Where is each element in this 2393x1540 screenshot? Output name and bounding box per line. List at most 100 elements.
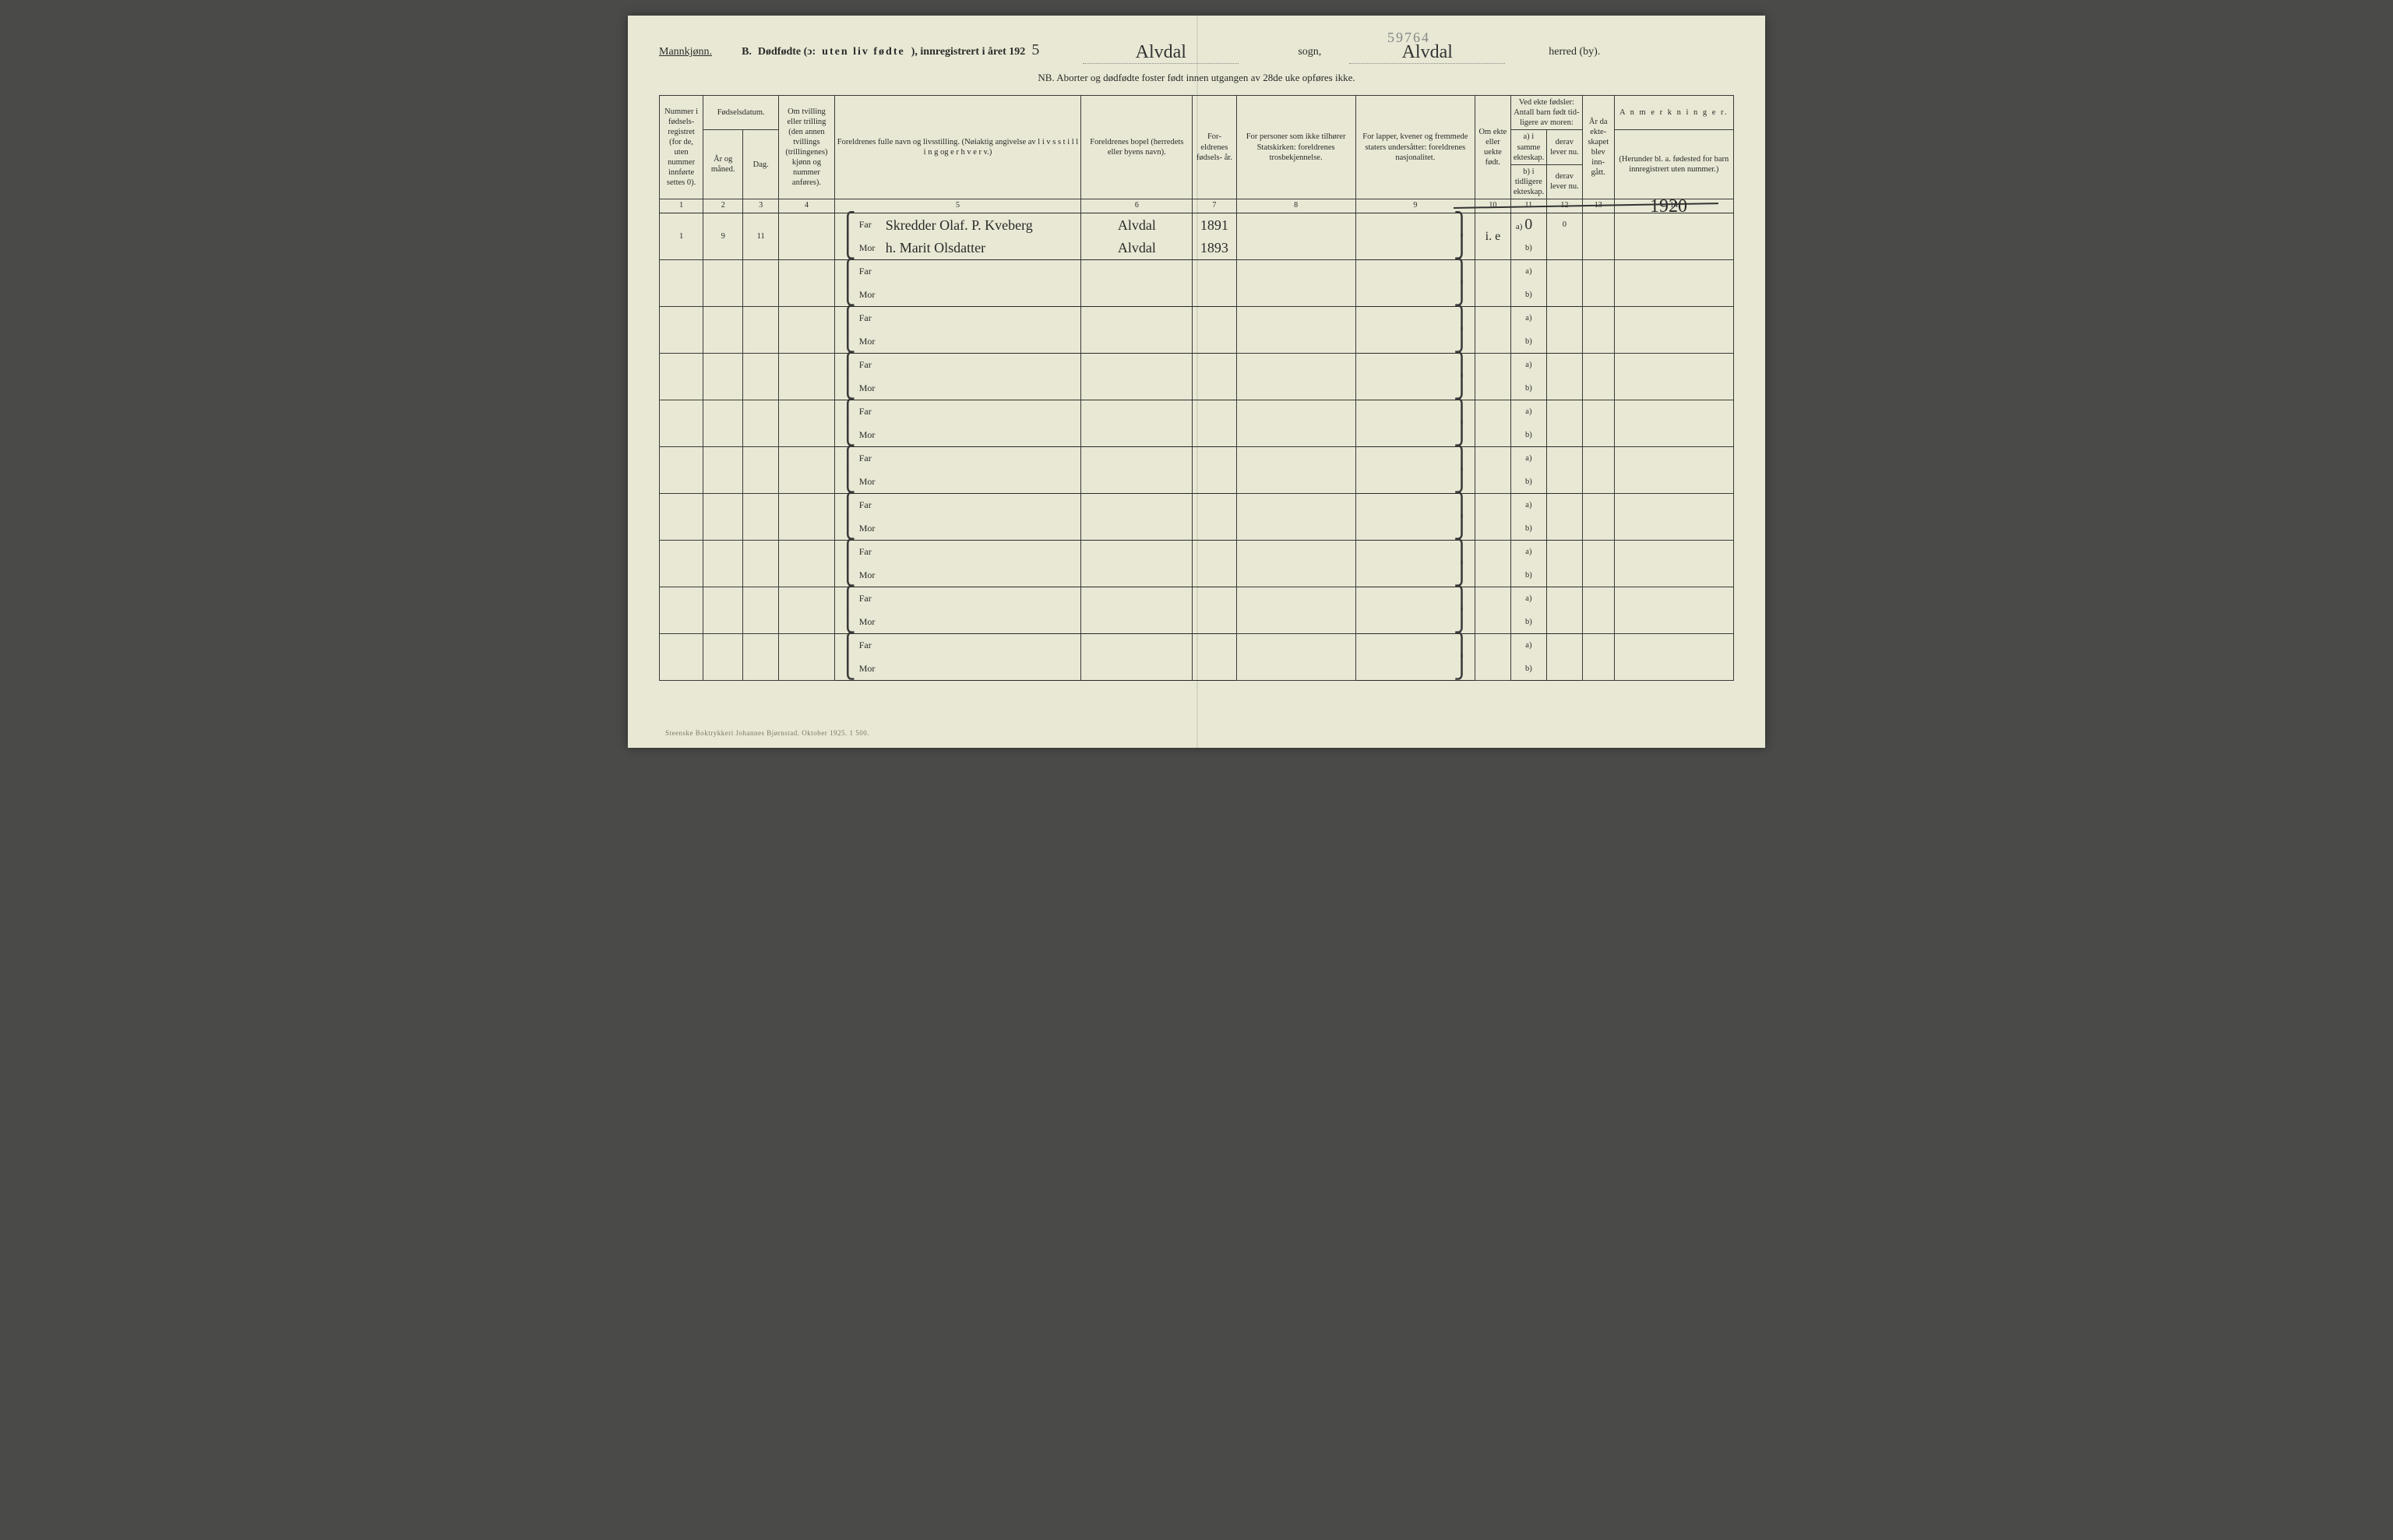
c12b-empty [1546,237,1582,260]
a-label: a) [1510,494,1546,517]
colnum: 8 [1236,199,1355,213]
mor-label: Mor [859,523,883,534]
mor-label: Mor [859,616,883,628]
entry-day: 11 [743,213,779,260]
mor-label: Mor [859,289,883,301]
colnum: 7 [1193,199,1236,213]
title-tail: ), innregistrert i året 192 [911,46,1026,58]
a-label: a) [1510,260,1546,284]
col-23-top: Fødselsdatum. [703,96,779,130]
title-spaced: uten liv fødte [822,46,905,58]
empty-far-row: ⎧Far⎫a) [660,307,1734,330]
mor-label: Mor [859,663,883,675]
a-label: a) [1510,541,1546,564]
mor-label: Mor [859,569,883,581]
colnum: 1 [660,199,703,213]
mor-label: Mor [859,429,883,441]
herred-handwritten: Alvdal [1349,42,1505,64]
b-label: b) [1510,377,1546,400]
col-6-header: Foreldrenes bopel (herredets eller byens… [1081,96,1193,199]
far-label: Far [859,453,883,464]
b-label: b) [1510,517,1546,541]
far-label: Far [859,312,883,324]
far-label: Far [859,266,883,277]
mor-place: Alvdal [1081,237,1193,260]
entry-col8 [1236,213,1355,260]
b-label: b) [1510,237,1546,260]
colnum: 2 [703,199,743,213]
ledger-page: 59764 Mannkjønn. B. Dødfødte (ɔ: uten li… [628,16,1765,748]
col-14-sub: (Herunder bl. a. fødested for barn innre… [1614,130,1733,199]
col-7-header: For- eldrenes fødsels- år. [1193,96,1236,199]
entry-year-month: 9 [703,213,743,260]
far-name: Skredder Olaf. P. Kveberg [883,217,1081,234]
empty-far-row: ⎧Far⎫a) [660,260,1734,284]
entry-col13 [1582,213,1614,260]
b-label: b) [1510,657,1546,681]
col-5-header: Foreldrenes fulle navn og livsstilling. … [834,96,1081,199]
c11a-val: 0 [1524,216,1532,233]
col-9-header: For lapper, kvener og fremmede staters u… [1355,96,1475,199]
b-label: b) [1510,284,1546,307]
colnum: 14 [1614,199,1733,213]
herred-label: herred (by). [1549,46,1600,58]
c12a-val: 0 [1546,213,1582,237]
title-main: Dødfødte (ɔ: [758,46,816,58]
gender-label: Mannkjønn. [659,46,712,58]
a-label: a) [1510,400,1546,424]
colnum: 9 [1355,199,1475,213]
colnum: 6 [1081,199,1193,213]
empty-far-row: ⎧Far⎫a) [660,587,1734,611]
col-14-top: A n m e r k n i n g e r. [1614,96,1733,130]
far-label: Far [859,640,883,651]
far-label: Far [859,593,883,604]
a-label: a) [1510,587,1546,611]
col-11-12-top: Ved ekte fødsler: Antall barn født tid- … [1510,96,1582,130]
col-11a-header: a) i samme ekteskap. [1510,130,1546,164]
col-12b-header: derav lever nu. [1546,164,1582,199]
header-line: Mannkjønn. B. Dødfødte (ɔ: uten liv født… [659,39,1734,61]
a-label: a) [1510,354,1546,377]
col-2-header: År og måned. [703,130,743,199]
empty-far-row: ⎧Far⎫a) [660,400,1734,424]
sogn-label: sogn, [1298,46,1321,58]
col-10-header: Om ekte eller uekte født. [1475,96,1510,199]
far-year: 1891 [1193,213,1236,237]
a-label: a) [1510,307,1546,330]
empty-far-row: ⎧Far⎫a) [660,541,1734,564]
entry-twin [779,213,835,260]
a-label: a) [1510,447,1546,470]
entry-number: 1 [660,213,703,260]
far-place: Alvdal [1081,213,1193,237]
empty-far-row: ⎧Far⎫a) [660,354,1734,377]
mor-label: Mor [859,336,883,347]
entry-col10: i. e [1475,213,1510,260]
col-8-header: For personer som ikke tilhører Statskirk… [1236,96,1355,199]
empty-far-row: ⎧Far⎫a) [660,634,1734,657]
col-11b-header: b) i tidligere ekteskap. [1510,164,1546,199]
section-letter: B. [742,46,752,58]
mor-year: 1893 [1193,237,1236,260]
entry-far-row: 1 9 11 ⎧ Far Skredder Olaf. P. Kveberg A… [660,213,1734,237]
b-label: b) [1510,470,1546,494]
table-body: 1 9 11 ⎧ Far Skredder Olaf. P. Kveberg A… [660,213,1734,681]
col-13-header: År da ekte- skapet blev inn- gått. [1582,96,1614,199]
sogn-handwritten: Alvdal [1083,42,1239,64]
empty-far-row: ⎧Far⎫a) [660,494,1734,517]
a-label: a) [1516,222,1523,231]
b-label: b) [1510,564,1546,587]
far-label: Far [859,359,883,371]
far-label: Far [859,546,883,558]
b-label: b) [1510,611,1546,634]
table-head: Nummer i fødsels- registret (for de, ute… [660,96,1734,213]
mor-label: Mor [859,382,883,394]
mor-name: h. Marit Olsdatter [883,239,1081,257]
col-1-header: Nummer i fødsels- registret (for de, ute… [660,96,703,199]
ledger-table: Nummer i fødsels- registret (for de, ute… [659,95,1734,681]
colnum: 5 [834,199,1081,213]
colnum: 3 [743,199,779,213]
mor-label: Mor [859,476,883,488]
far-label: Far [859,499,883,511]
empty-far-row: ⎧Far⎫a) [660,447,1734,470]
b-label: b) [1510,424,1546,447]
